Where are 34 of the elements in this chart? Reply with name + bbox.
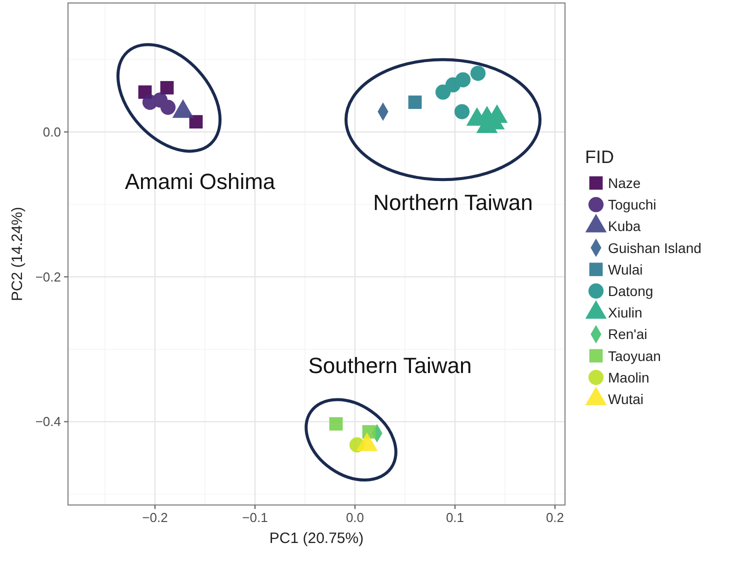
- annotation: Southern Taiwan: [308, 352, 472, 378]
- point: [329, 417, 343, 431]
- point: [160, 100, 176, 115]
- point: [454, 104, 470, 120]
- y-tick-label: −0.4: [35, 414, 61, 430]
- point: [408, 96, 422, 109]
- legend-label: Naze: [608, 175, 641, 191]
- legend-label: Ren'ai: [608, 326, 648, 342]
- x-tick-label: 0.1: [446, 510, 464, 525]
- legend-label: Maolin: [608, 369, 650, 386]
- point: [455, 72, 471, 88]
- point: [160, 81, 174, 94]
- y-tick-label: −0.2: [35, 269, 61, 284]
- legend-label: Toguchi: [608, 196, 656, 213]
- point: [435, 84, 451, 100]
- legend-title: FID: [585, 147, 614, 167]
- legend-label: Guishan Island: [608, 240, 702, 256]
- annotation: Amami Oshima: [124, 168, 276, 194]
- x-tick-label: −0.2: [142, 510, 168, 525]
- point: [189, 115, 203, 129]
- legend-label: Xiulin: [608, 304, 642, 321]
- y-tick-label: 0.0: [42, 124, 61, 140]
- x-axis-title: PC1 (20.75%): [269, 530, 364, 547]
- x-tick-label: 0.0: [346, 510, 364, 525]
- legend-label: Kuba: [608, 218, 641, 234]
- legend-label: Wulai: [608, 261, 643, 278]
- x-tick-label: 0.2: [546, 510, 564, 525]
- legend-label: Datong: [608, 283, 654, 299]
- point: [470, 66, 486, 81]
- legend-label: Taoyuan: [608, 348, 661, 364]
- y-axis-title: PC2 (14.24%): [8, 206, 26, 302]
- annotation: Northern Taiwan: [373, 190, 533, 215]
- legend-label: Wutai: [608, 391, 644, 407]
- x-tick-label: −0.1: [242, 510, 268, 525]
